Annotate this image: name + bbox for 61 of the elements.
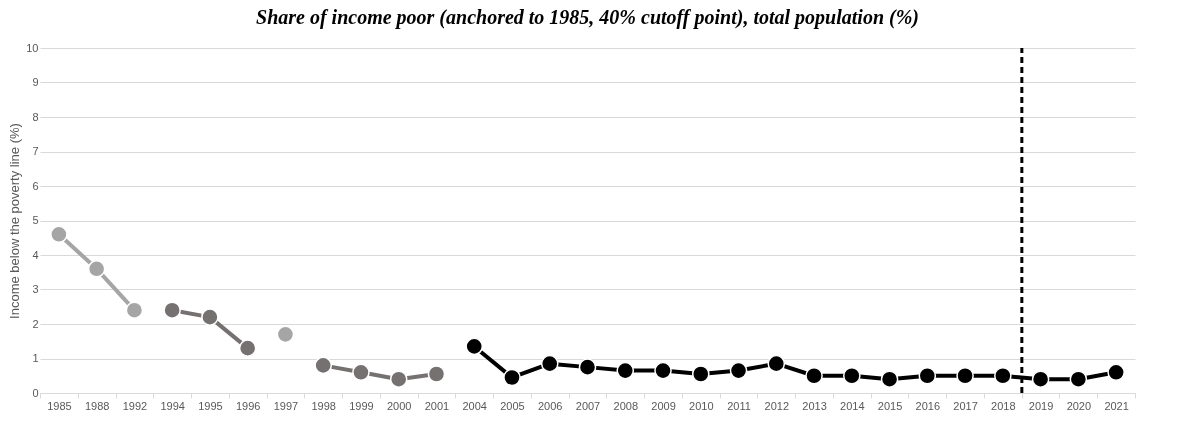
x-tick-label: 2010 (689, 399, 714, 412)
x-tick-label: 1994 (160, 399, 185, 412)
x-tick-label: 1997 (273, 399, 299, 412)
x-tick-label: 1998 (311, 399, 336, 412)
x-tick-label: 1996 (235, 399, 261, 412)
point (540, 354, 559, 373)
y-tick-label: 8 (32, 110, 39, 123)
x-tick-label: 2012 (764, 399, 790, 412)
x-tick-label: 1988 (84, 399, 110, 412)
x-tick-label: 2020 (1066, 399, 1092, 412)
point (654, 361, 672, 380)
y-tick-label: 9 (32, 76, 39, 88)
x-tick-label: 2018 (991, 399, 1016, 412)
point (880, 370, 899, 388)
x-tick-label: 2004 (462, 399, 487, 412)
x-tick-label: 2000 (386, 399, 412, 412)
point (918, 366, 937, 385)
x-tick-label: 2006 (538, 399, 563, 412)
x-tick-label: 1992 (122, 399, 148, 412)
point (843, 366, 861, 385)
point (767, 354, 786, 373)
y-tick-label: 5 (32, 214, 39, 226)
y-tick-label: 7 (32, 145, 39, 157)
y-tick-label: 6 (32, 179, 39, 192)
point (503, 368, 521, 387)
x-tick-label: 2013 (802, 399, 827, 412)
x-tick-label: 2009 (651, 399, 676, 412)
x-tick-label: 1999 (349, 399, 374, 412)
point (616, 361, 635, 380)
x-tick-label: 2017 (953, 399, 978, 412)
x-tick-label: 2019 (1028, 399, 1054, 412)
x-tick-label: 1995 (198, 399, 223, 412)
point (994, 366, 1012, 385)
point (578, 358, 597, 376)
point (1031, 370, 1050, 388)
x-tick-label: 2015 (877, 399, 903, 412)
chart-title: Share of income poor (anchored to 1985, 40% cutoff point), total population (%) (256, 6, 919, 29)
point (956, 366, 974, 385)
point (691, 365, 710, 383)
point (276, 325, 295, 344)
x-tick-label: 2011 (727, 399, 751, 412)
y-tick-label: 0 (32, 386, 39, 399)
x-tick-label: 2007 (575, 399, 601, 412)
x-tick-label: 2005 (500, 399, 525, 412)
point (805, 366, 823, 385)
y-tick-label: 2 (32, 317, 39, 330)
x-tick-label: 2021 (1104, 399, 1129, 412)
point (1069, 370, 1088, 388)
y-axis-title: Income below the poverty line (%) (7, 123, 23, 319)
x-tick-label: 1985 (47, 399, 72, 412)
y-tick-label: 1 (32, 352, 39, 364)
x-tick-label: 2008 (613, 399, 638, 412)
x-tick-label: 2014 (840, 399, 865, 412)
x-tick-label: 2016 (915, 399, 941, 412)
y-tick-label: 3 (32, 283, 39, 295)
point (729, 361, 748, 380)
point (1107, 363, 1125, 382)
y-tick-label: 4 (32, 248, 39, 261)
y-tick-label: 10 (26, 41, 39, 54)
x-tick-label: 2001 (424, 399, 450, 412)
point (465, 337, 484, 356)
